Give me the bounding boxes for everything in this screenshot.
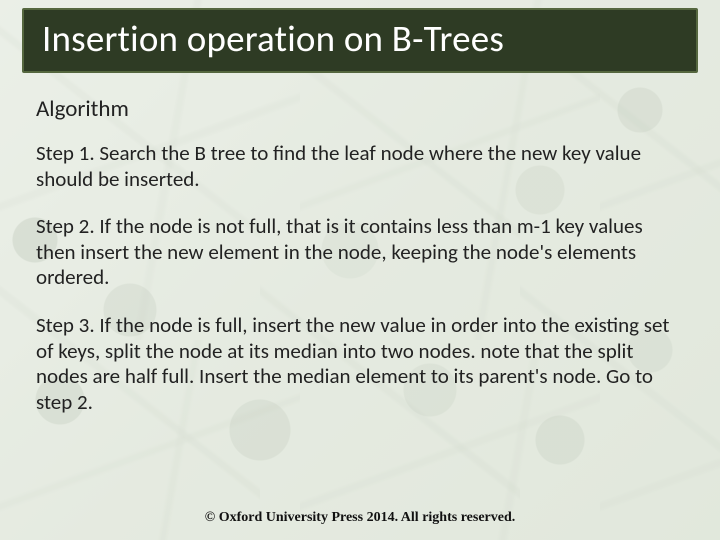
step-2: Step 2. If the node is not full, that is… — [36, 214, 684, 291]
slide-title: Insertion operation on B-Trees — [42, 16, 678, 61]
slide: Insertion operation on B-Trees Algorithm… — [0, 0, 720, 540]
step-1: Step 1. Search the B tree to find the le… — [36, 141, 684, 192]
title-bar: Insertion operation on B-Trees — [22, 8, 698, 73]
slide-body: Algorithm Step 1. Search the B tree to f… — [0, 73, 720, 415]
copyright-footer: © Oxford University Press 2014. All righ… — [0, 510, 720, 526]
step-3: Step 3. If the node is full, insert the … — [36, 313, 684, 415]
algorithm-heading: Algorithm — [36, 95, 684, 123]
